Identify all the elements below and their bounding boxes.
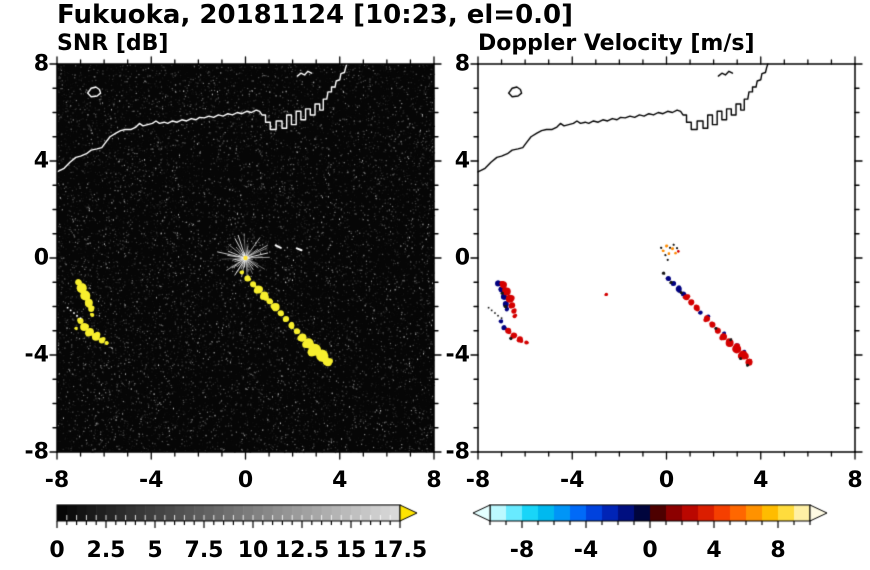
y-tick-label: -8 — [445, 439, 470, 465]
x-tick-label: -4 — [560, 468, 585, 493]
x-tick-label: 8 — [847, 468, 863, 493]
figure-title: Fukuoka, 20181124 [10:23, el=0.0] — [57, 0, 574, 30]
snr-plot — [43, 50, 448, 466]
colorbar-tick-label: 8 — [770, 538, 786, 563]
x-tick-label: 4 — [332, 468, 348, 493]
x-tick-label: 8 — [426, 468, 442, 493]
y-tick-label: -4 — [445, 342, 470, 368]
x-tick-label: 4 — [753, 468, 769, 493]
x-tick-label: 0 — [658, 468, 675, 493]
colorbar-tick-label: 10 — [237, 538, 269, 563]
colorbar-tick-label: 0 — [49, 538, 65, 563]
doppler-plot — [464, 50, 869, 466]
colorbar-tick-label: 15 — [335, 538, 367, 563]
x-tick-label: -8 — [44, 468, 70, 493]
snr-colorbar — [50, 504, 430, 538]
colorbar-tick-label: 17.5 — [372, 538, 428, 563]
colorbar-tick-label: 0 — [642, 538, 658, 563]
colorbar-tick-label: 4 — [706, 538, 722, 563]
doppler-colorbar — [456, 504, 834, 538]
y-tick-label: -4 — [24, 342, 49, 368]
y-tick-label: 0 — [33, 245, 49, 271]
y-tick-label: -8 — [24, 439, 49, 465]
y-tick-label: 0 — [454, 245, 470, 271]
x-tick-label: 0 — [237, 468, 254, 493]
colorbar-tick-label: 12.5 — [274, 538, 330, 563]
y-tick-label: 8 — [454, 51, 470, 77]
colorbar-tick-label: 7.5 — [184, 538, 224, 563]
colorbar-tick-label: -4 — [573, 538, 599, 563]
colorbar-tick-label: 2.5 — [86, 538, 126, 563]
y-tick-label: 4 — [33, 148, 49, 174]
x-tick-label: -8 — [465, 468, 491, 493]
y-tick-label: 8 — [33, 51, 49, 77]
y-tick-label: 4 — [454, 148, 470, 174]
colorbar-tick-label: 5 — [147, 538, 163, 563]
colorbar-tick-label: -8 — [509, 538, 535, 563]
x-tick-label: -4 — [139, 468, 164, 493]
